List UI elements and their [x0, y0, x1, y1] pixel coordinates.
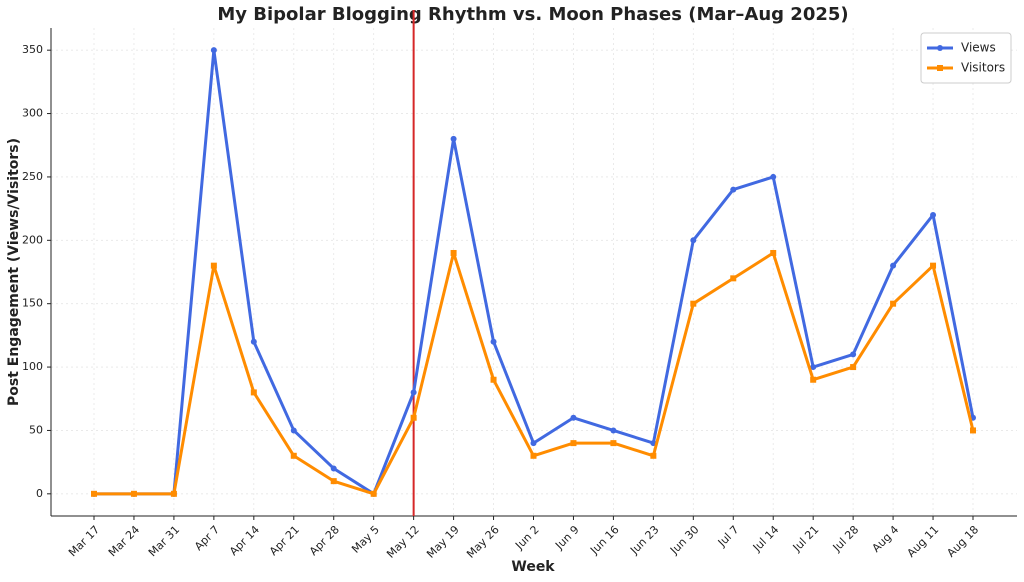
point — [530, 440, 537, 447]
y-tick-label: 0 — [36, 487, 43, 500]
y-tick-label: 200 — [22, 233, 43, 246]
x-axis-label: Week — [511, 559, 555, 575]
point — [810, 364, 817, 371]
point — [690, 300, 697, 307]
point — [850, 351, 857, 358]
point — [130, 490, 137, 497]
point — [890, 300, 897, 307]
point — [610, 427, 617, 434]
point — [970, 427, 976, 434]
x-tick-label: Jun 30 — [667, 523, 701, 557]
point — [91, 490, 97, 497]
point — [330, 465, 337, 472]
y-tick-label: 300 — [22, 107, 43, 120]
y-tick-label: 350 — [22, 43, 43, 56]
x-tick-label: Jul 28 — [830, 523, 862, 555]
point — [770, 249, 777, 256]
x-tick-label: Jul 21 — [790, 523, 822, 555]
x-tick-label: Jul 14 — [750, 523, 782, 555]
x-tick-label: Apr 21 — [267, 523, 302, 558]
point — [730, 186, 737, 193]
point — [490, 376, 497, 383]
legend-marker — [937, 45, 943, 51]
x-tick-label: Jun 16 — [587, 523, 621, 557]
point — [210, 262, 217, 269]
point — [770, 173, 777, 180]
point — [530, 452, 537, 459]
y-tick-label: 50 — [29, 423, 43, 436]
chart-title: My Bipolar Blogging Rhythm vs. Moon Phas… — [217, 4, 848, 25]
point — [610, 440, 617, 447]
legend-box — [920, 32, 1012, 84]
x-tick-label: Aug 4 — [870, 523, 902, 555]
legend-label: Views — [961, 41, 996, 55]
x-tick-label: Apr 7 — [192, 523, 222, 553]
point — [370, 490, 377, 497]
point — [330, 478, 337, 485]
x-tick-label: Jun 23 — [627, 523, 661, 557]
x-tick-label: May 19 — [424, 523, 462, 561]
x-tick-label: Aug 11 — [905, 523, 942, 560]
point — [730, 275, 737, 282]
x-tick-label: Jun 9 — [552, 523, 581, 552]
x-tick-label: Mar 24 — [106, 523, 142, 559]
point — [170, 490, 177, 497]
point — [250, 389, 257, 396]
point — [650, 452, 657, 459]
point — [850, 364, 857, 371]
series-line — [94, 48, 975, 496]
point — [570, 440, 577, 447]
point — [450, 249, 457, 256]
legend: Views Visitors — [920, 32, 1012, 84]
x-tick-label: Jul 7 — [715, 523, 742, 550]
x-tick-label: Jun 2 — [512, 523, 541, 552]
x-tick-label: Aug 18 — [944, 523, 981, 560]
point — [930, 262, 937, 269]
point — [930, 211, 937, 218]
x-tick-label: May 26 — [464, 523, 502, 561]
y-tick-label: 250 — [22, 170, 43, 183]
x-tick-label: May 12 — [384, 523, 422, 561]
point — [410, 414, 417, 421]
point — [450, 135, 457, 142]
x-tick-label: Mar 17 — [66, 523, 102, 559]
point — [810, 376, 817, 383]
legend-marker — [937, 65, 943, 71]
point — [290, 427, 297, 434]
x-tick-label: Apr 28 — [307, 523, 342, 558]
point — [250, 338, 257, 345]
point — [570, 414, 577, 421]
point — [490, 338, 497, 345]
x-tick-label: Apr 14 — [227, 523, 262, 558]
x-tick-label: Mar 31 — [146, 523, 182, 559]
legend-label: Visitors — [961, 61, 1005, 75]
point — [210, 47, 217, 54]
y-tick-label: 100 — [22, 360, 43, 373]
point — [290, 452, 297, 459]
point — [690, 237, 697, 244]
y-axis-label: Post Engagement (Views/Visitors) — [6, 138, 22, 406]
x-tick-label: May 5 — [349, 523, 382, 556]
y-tick-label: 150 — [22, 297, 43, 310]
point — [410, 389, 417, 396]
point — [890, 262, 897, 269]
